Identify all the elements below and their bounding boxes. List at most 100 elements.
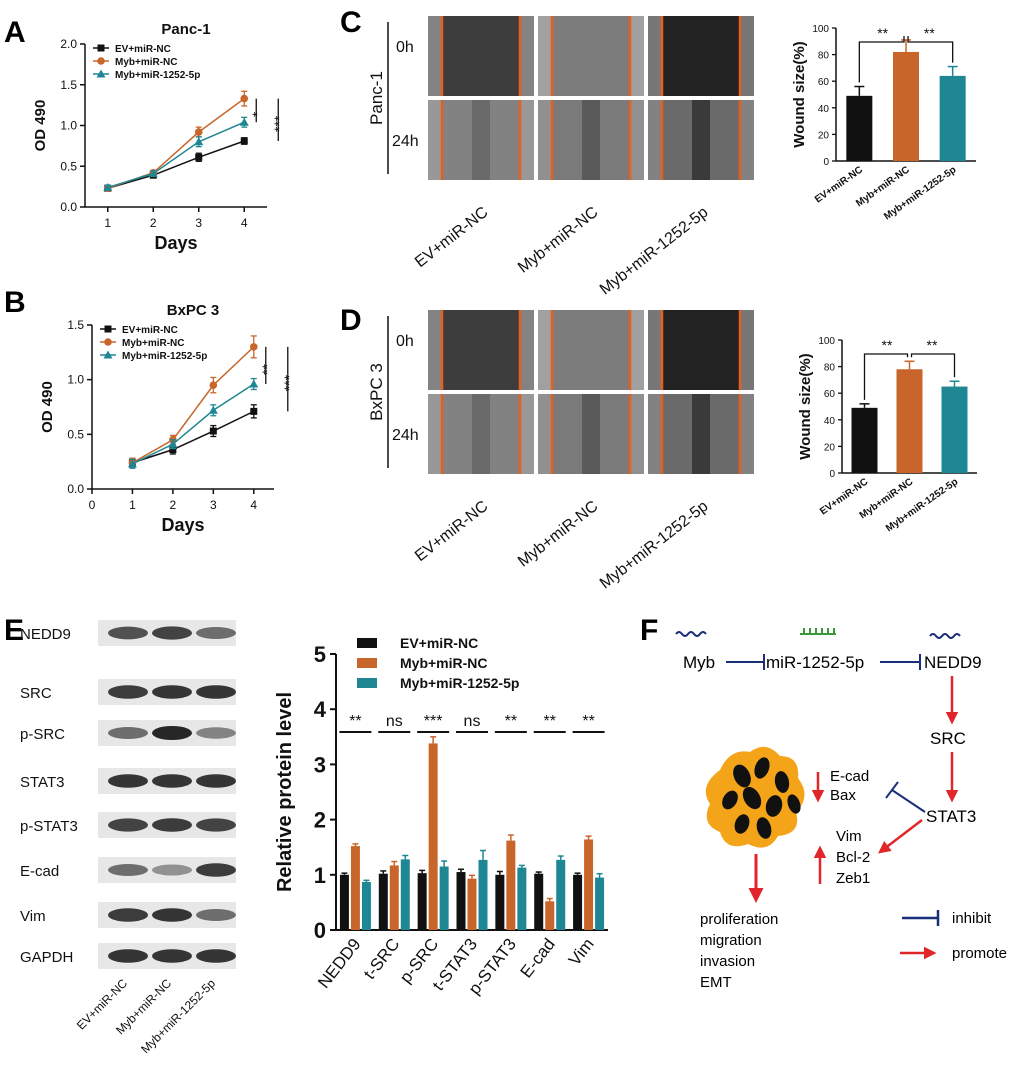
cell-line-label: Panc-1 [367,71,386,125]
bar [350,846,360,930]
wound-condition-label: Myb+miR-NC [515,204,601,277]
blot-protein-label: GAPDH [20,949,73,966]
x-tick-label: 4 [250,498,257,512]
nedd9-mrna-icon [929,633,961,639]
legend-marker [96,69,106,78]
legend-label: EV+miR-NC [400,635,478,651]
data-point [240,137,248,145]
legend-label: Myb+miR-NC [400,655,488,671]
data-point [169,446,177,454]
chart-title: Panc-1 [161,21,210,38]
x-tick-label: 2 [150,216,157,230]
blot-protein-label: p-SRC [20,726,65,743]
cell-sheet-right [740,310,754,390]
wound-condition-label: Myb+miR-1252-5p [597,204,712,299]
bar [556,859,566,930]
sig-label: ns [386,713,403,730]
micrograph-tile [648,310,754,390]
blot-lane-label: Myb+miR-1252-5p [138,976,218,1056]
panel-letter-f: F [640,614,658,647]
x-tick-label: 3 [210,498,217,512]
bar [495,874,505,930]
time-label-0h: 0h [396,39,414,56]
time-label-24h: 24h [392,427,419,444]
micrograph-tile [428,310,534,390]
blot-protein-label: SRC [20,685,52,702]
x-tick-label: 4 [241,216,248,230]
legend-marker [97,57,105,65]
legend-label: EV+miR-NC [122,325,178,336]
y-tick-label: 40 [824,416,836,427]
bar [378,873,388,930]
data-point [127,459,137,468]
bar [478,859,488,930]
protein-band [108,685,148,699]
panel-letter-c: C [340,6,362,39]
bar [439,866,449,930]
bar [941,386,968,473]
sig-label: ** [924,25,935,41]
outcome-emt: EMT [700,974,732,991]
sig-label: * [249,111,265,117]
legend-marker [104,338,112,346]
series-line [107,140,245,189]
migrated-cells [490,100,520,180]
pathway-diagram: Myb miR-1252-5p NEDD9 SRC STAT3 E-cad Ba… [675,628,1007,991]
sig-label: ** [877,25,888,41]
legend-label: Myb+miR-NC [122,338,185,349]
western-blot: NEDD9SRCp-SRCSTAT3p-STAT3E-cadVimGAPDHEV… [20,620,236,1056]
cell-sheet-right [630,310,644,390]
migrated-cells [552,394,582,474]
protein-band [152,908,192,922]
cell-sheet-right [630,16,644,96]
sig-label: *** [271,115,287,132]
protein-band [152,626,192,640]
y-tick-label: 0 [823,157,829,168]
migrated-cells [662,100,692,180]
pathway-gene-vim: Vim [836,828,862,845]
x-tick-label: 3 [195,216,202,230]
time-label-0h: 0h [396,333,414,350]
micrograph-tile [538,16,644,96]
sig-label: ** [543,713,555,730]
bar [896,369,923,473]
line-chart-bxpc3: BxPC 3 0.0 0.5 1.0 1.5 0 1 2 3 4 Days OD 490 EV+miR-… [39,302,297,535]
data-point [208,405,218,414]
bar [939,75,966,161]
legend-label: EV+miR-NC [115,44,171,55]
x-tick-label: 2 [170,498,177,512]
sig-label: ** [927,337,938,353]
data-point [240,94,249,103]
legend-label: Myb+miR-1252-5p [115,70,200,81]
data-point [195,153,203,161]
tumor-cell-cluster-icon [705,746,805,848]
pathway-nedd9: NEDD9 [924,653,982,672]
cell-sheet-left [538,100,552,180]
blot-protein-label: E-cad [20,863,59,880]
cell-sheet-left [538,394,552,474]
blot-protein-label: Vim [20,908,46,925]
protein-band [108,774,148,788]
bar [851,407,878,473]
legend-marker [103,350,113,359]
legend-marker [97,44,105,52]
migrated-cells [710,394,740,474]
pathway-gene-ecad: E-cad [830,768,869,785]
y-tick-label: 5 [314,642,326,667]
cell-sheet-right [630,394,644,474]
bar [339,874,349,930]
cell-sheet-left [648,310,662,390]
cell-sheet-right [740,394,754,474]
y-tick-label: 0.5 [67,427,84,441]
chart-title: BxPC 3 [167,302,220,319]
x-tick-label: 1 [104,216,111,230]
protein-band [196,627,236,639]
migrated-cells [600,100,630,180]
y-tick-label: 80 [824,363,836,374]
protein-band [152,726,192,740]
y-tick-label: 20 [824,442,836,453]
y-tick-label: 100 [818,336,835,347]
bar [846,95,873,161]
cell-sheet-left [428,394,442,474]
